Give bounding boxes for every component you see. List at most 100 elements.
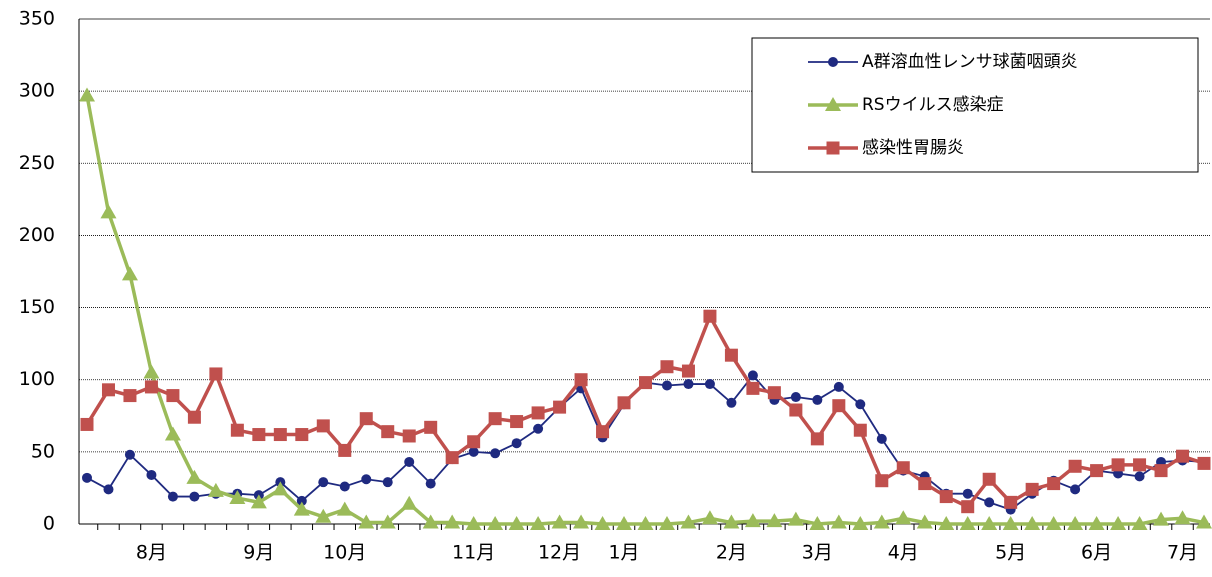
marker (594, 516, 611, 530)
marker (103, 484, 114, 495)
marker (826, 141, 840, 155)
marker (1004, 495, 1018, 509)
legend-label: A群溶血性レンサ球菌咽頭炎 (862, 52, 1078, 72)
marker (339, 481, 350, 492)
grid: 0 50 100 150 200 250 300 350 8月 9月 10月 11月 12月 1月 2月 3月… (19, 8, 1210, 564)
x-tick-label: 5月 (995, 542, 1026, 564)
marker (295, 428, 309, 442)
marker (553, 400, 567, 414)
marker (616, 516, 633, 530)
x-tick-label: 12月 (538, 542, 581, 564)
marker (981, 516, 998, 530)
marker (790, 392, 801, 403)
marker (487, 516, 504, 530)
marker (250, 494, 267, 509)
marker (825, 97, 841, 111)
x-tick-label: 9月 (243, 542, 274, 564)
marker (100, 204, 117, 219)
marker (467, 435, 481, 449)
marker (1110, 516, 1127, 530)
legend-label: RSウイルス感染症 (862, 95, 1004, 115)
marker (744, 513, 761, 528)
y-tick-label: 50 (31, 440, 55, 462)
marker (272, 481, 289, 496)
marker (1088, 516, 1105, 530)
marker (508, 516, 525, 530)
marker (723, 514, 740, 529)
marker (1133, 458, 1147, 472)
marker (766, 513, 783, 528)
y-tick-label: 250 (19, 152, 55, 174)
marker (982, 472, 996, 486)
marker (787, 511, 804, 526)
marker (1131, 516, 1148, 530)
marker (916, 514, 933, 529)
marker (123, 389, 137, 403)
marker (533, 423, 544, 434)
marker (683, 379, 694, 390)
marker (875, 474, 889, 488)
y-tick-label: 100 (19, 368, 55, 390)
marker (468, 446, 479, 457)
marker (1196, 514, 1212, 529)
marker (187, 410, 201, 424)
marker (724, 348, 738, 362)
marker (896, 461, 910, 475)
marker (680, 514, 697, 529)
marker (296, 495, 307, 506)
marker (789, 403, 803, 417)
marker (1111, 458, 1125, 472)
marker (830, 514, 847, 529)
y-tick-label: 150 (19, 296, 55, 318)
marker (984, 497, 995, 508)
marker (701, 510, 718, 525)
marker (962, 488, 973, 499)
marker (252, 428, 266, 442)
legend-label: 感染性胃腸炎 (862, 138, 964, 158)
marker (444, 514, 461, 529)
marker (318, 477, 329, 488)
y-tick-label: 300 (19, 80, 55, 102)
marker (338, 443, 352, 457)
y-tick-label: 350 (19, 8, 55, 30)
marker (596, 425, 610, 439)
marker (852, 516, 869, 530)
marker (401, 495, 418, 510)
y-tick-label: 0 (43, 513, 55, 535)
marker (82, 472, 92, 483)
marker (101, 383, 115, 397)
marker (293, 501, 310, 516)
marker (704, 379, 715, 390)
marker (422, 514, 439, 529)
marker (637, 516, 654, 530)
marker (488, 412, 502, 426)
marker (490, 448, 501, 459)
x-tick-label: 8月 (136, 542, 167, 564)
marker (703, 309, 717, 323)
marker (938, 516, 955, 530)
marker (1174, 510, 1191, 525)
marker (358, 514, 375, 529)
marker (855, 399, 866, 410)
marker (939, 490, 953, 504)
marker (379, 514, 396, 529)
marker (382, 477, 393, 488)
marker (531, 406, 545, 420)
marker (207, 482, 224, 497)
x-tick-label: 7月 (1167, 542, 1198, 564)
marker (853, 423, 867, 437)
marker (273, 428, 287, 442)
marker (230, 423, 244, 437)
marker (551, 514, 568, 529)
marker (445, 451, 459, 465)
x-tick-label: 1月 (608, 542, 639, 564)
marker (658, 516, 675, 530)
marker (124, 449, 135, 460)
marker (746, 381, 760, 395)
marker (918, 477, 932, 491)
marker (573, 514, 590, 529)
marker (1002, 516, 1019, 530)
x-tick-label: 10月 (323, 542, 366, 564)
